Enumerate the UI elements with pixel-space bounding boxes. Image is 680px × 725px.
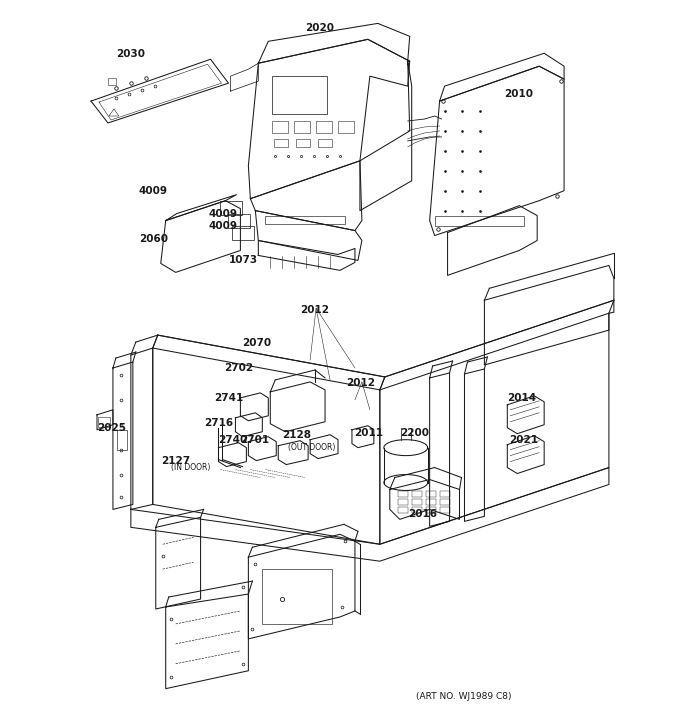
Bar [426,500,436,505]
Text: 2014: 2014 [507,393,537,403]
Bar [338,121,354,133]
Text: (OUT DOOR): (OUT DOOR) [288,443,336,452]
Bar [439,507,449,513]
Bar [98,417,110,427]
Bar [398,500,408,505]
Bar [411,500,422,505]
Bar [316,121,332,133]
Text: 2740: 2740 [218,435,248,444]
Text: 2011: 2011 [354,428,383,438]
Text: 2200: 2200 [400,428,429,438]
Bar [233,225,254,239]
Text: 1073: 1073 [228,255,258,265]
Text: 2012: 2012 [346,378,375,388]
Text: 2702: 2702 [224,363,254,373]
Bar [272,76,327,114]
Bar [318,139,332,147]
Bar [228,214,250,228]
Text: 2741: 2741 [214,393,243,403]
Text: 2128: 2128 [282,430,311,440]
Text: 4009: 4009 [139,186,168,196]
Text: 2701: 2701 [241,435,269,444]
Text: 2020: 2020 [305,23,334,33]
Bar [117,430,127,450]
Text: 2010: 2010 [505,89,533,99]
Text: (IN DOOR): (IN DOOR) [171,463,210,471]
Bar [411,507,422,513]
Bar [398,507,408,513]
Text: 2716: 2716 [205,418,234,428]
Text: 2070: 2070 [242,338,271,348]
Bar [426,492,436,497]
Text: 2030: 2030 [116,49,145,59]
Bar [262,569,332,624]
Text: 2127: 2127 [160,455,190,465]
Bar [435,215,524,225]
Bar [265,215,345,223]
Bar [439,500,449,505]
Text: 2025: 2025 [97,423,126,433]
Bar [108,78,116,85]
Text: 2021: 2021 [509,435,539,444]
Text: 4009: 4009 [209,220,237,231]
Text: (ART NO. WJ1989 C8): (ART NO. WJ1989 C8) [415,692,511,700]
Bar [411,492,422,497]
Bar [220,201,242,215]
Text: 2012: 2012 [300,305,329,315]
Text: 2016: 2016 [408,510,437,519]
Bar [294,121,310,133]
Bar [272,121,288,133]
Bar [296,139,310,147]
Text: 4009: 4009 [209,209,237,219]
Text: 2060: 2060 [139,233,168,244]
Bar [439,492,449,497]
Bar [398,492,408,497]
Bar [426,507,436,513]
Bar [274,139,288,147]
